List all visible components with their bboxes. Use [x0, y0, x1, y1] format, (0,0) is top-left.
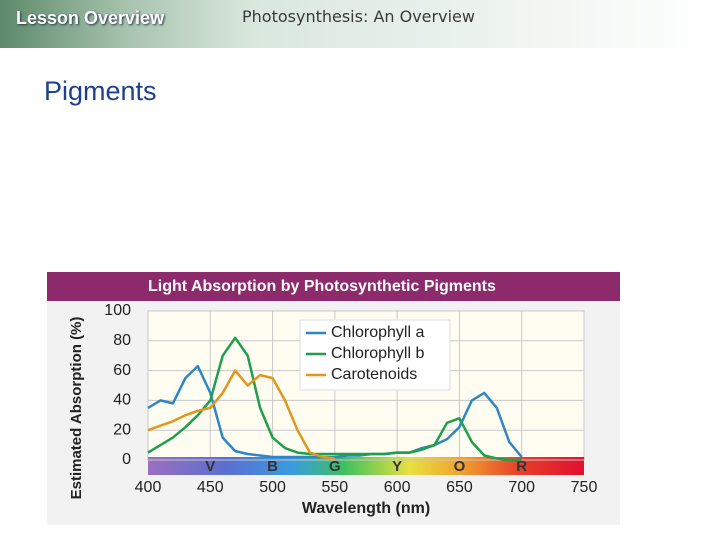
y-tick-label: 100 [104, 302, 131, 319]
spectrum-label: R [516, 458, 527, 475]
legend-label: Chlorophyll a [331, 324, 424, 341]
y-tick-label: 20 [113, 421, 131, 438]
x-tick-label: 600 [384, 479, 411, 496]
lesson-label: Lesson Overview [16, 8, 165, 28]
x-tick-label: 400 [135, 479, 162, 496]
title-bar [47, 272, 620, 301]
spectrum-label: Y [392, 458, 402, 475]
x-tick-label: 550 [322, 479, 349, 496]
y-tick-label: 0 [122, 451, 131, 468]
spectrum-label: O [454, 458, 466, 475]
y-tick-label: 40 [113, 392, 131, 409]
y-tick-label: 80 [113, 332, 131, 349]
series-line [147, 369, 336, 460]
spectrum-label: V [205, 458, 215, 475]
series-line [147, 364, 523, 459]
x-tick-label: 750 [571, 479, 598, 496]
spectrum-label: B [267, 458, 278, 475]
series-line [147, 336, 522, 462]
x-axis-title: Wavelength (nm) [302, 500, 430, 517]
lesson-topic: Photosynthesis: An Overview [242, 7, 475, 26]
y-tick-label: 60 [113, 362, 131, 379]
y-axis-title: Estimated Absorption (%) [68, 317, 85, 500]
legend-label: Carotenoids [331, 366, 417, 383]
spectrum-bar [148, 457, 584, 475]
x-tick-label: 650 [446, 479, 473, 496]
x-tick-label: 500 [259, 479, 286, 496]
legend-label: Chlorophyll b [331, 345, 424, 362]
x-tick-label: 700 [508, 479, 535, 496]
chart-title: Light Absorption by Photosynthetic Pigme… [148, 278, 496, 295]
header-band [0, 0, 720, 48]
x-tick-label: 450 [197, 479, 224, 496]
spectrum-label: G [329, 458, 341, 475]
heading: Pigments [44, 76, 157, 106]
